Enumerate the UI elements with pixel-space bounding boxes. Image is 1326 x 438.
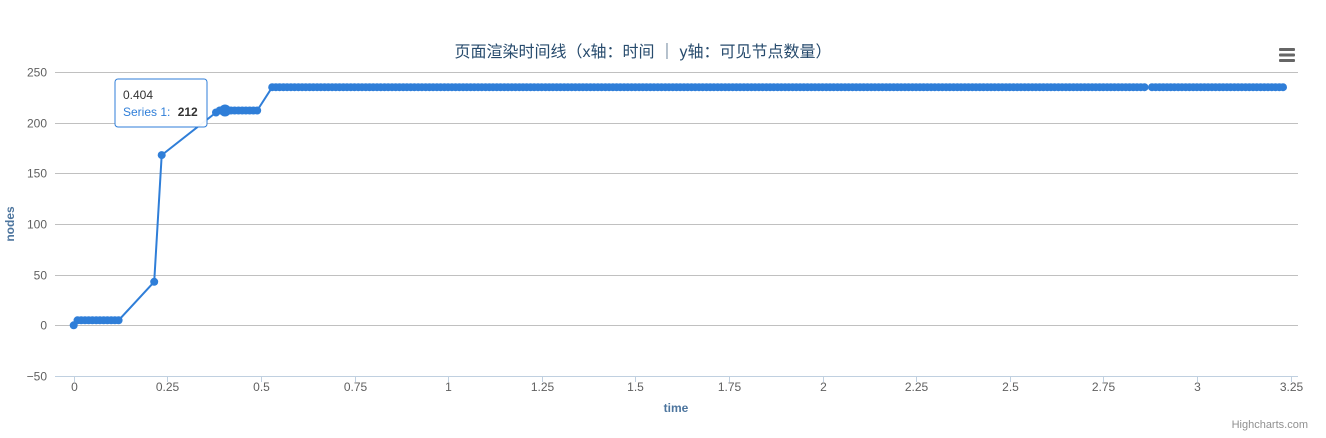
y-tick-label: 200 <box>27 117 47 131</box>
data-point <box>114 316 123 325</box>
x-tick-label: 2.75 <box>1092 380 1116 394</box>
x-tick-label: 2.25 <box>905 380 929 394</box>
x-tick-label: 2 <box>820 380 827 394</box>
x-tick-label: 2.5 <box>1002 380 1019 394</box>
y-tick-label: 0 <box>40 319 47 333</box>
data-point <box>150 277 159 286</box>
chart-title: 页面渲染时间线（x轴：时间 ｜ y轴：可见节点数量） <box>455 43 832 61</box>
x-tick-label: 1.75 <box>718 380 742 394</box>
data-point <box>157 151 166 160</box>
y-tick-label: 150 <box>27 167 47 181</box>
x-tick-label: 0.5 <box>253 380 270 394</box>
tooltip-series-name: Series 1: <box>123 105 170 119</box>
tooltip-box <box>114 78 208 128</box>
y-tick-label: −50 <box>27 370 48 384</box>
data-point <box>1279 83 1287 92</box>
y-tick-label: 50 <box>34 269 48 283</box>
x-tick-label: 1.5 <box>627 380 644 394</box>
hamburger-menu-icon[interactable] <box>1276 44 1298 66</box>
axis-layer: −50 0 50 100 150 200 250 0 0.25 0.5 0.75 1 1.25 1.5 1.… <box>27 66 1304 395</box>
data-point <box>253 106 262 115</box>
x-tick-label: 0.75 <box>344 380 368 394</box>
data-point <box>1140 83 1149 92</box>
marker-layer <box>69 83 1287 330</box>
x-tick-label: 1.25 <box>531 380 555 394</box>
series-layer <box>72 86 1283 326</box>
x-tick-label: 1 <box>445 380 452 394</box>
x-tick-label: 3 <box>1194 380 1201 394</box>
tooltip-series-line: Series 1: 212 <box>123 105 198 119</box>
chart-tooltip: 0.404 Series 1: 212 <box>114 78 208 128</box>
x-axis-title: time <box>664 401 689 415</box>
x-tick-label: 0.25 <box>156 380 180 394</box>
hovered-data-point <box>219 104 231 117</box>
y-tick-label: 100 <box>27 218 47 232</box>
tooltip-series-value: 212 <box>178 105 198 119</box>
series-line <box>72 86 1145 326</box>
grid-layer <box>55 72 1298 377</box>
y-axis-title: nodes <box>3 206 17 242</box>
tooltip-x-value: 0.404 <box>123 88 153 102</box>
credits-link[interactable]: Highcharts.com <box>1232 419 1308 431</box>
x-tick-label: 3.25 <box>1280 380 1304 394</box>
y-tick-label: 250 <box>27 66 47 80</box>
x-tick-label: 0 <box>71 380 78 394</box>
